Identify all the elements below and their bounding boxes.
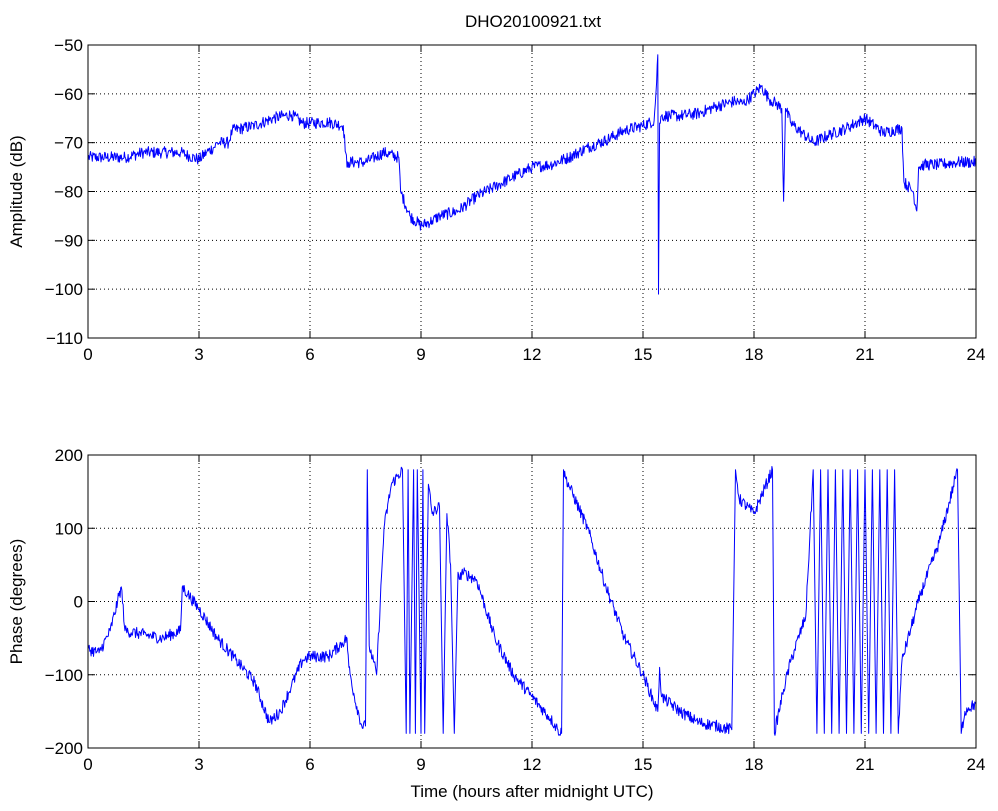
amplitude-xtick-label: 15	[634, 345, 653, 364]
phase-ytick-label: 200	[55, 446, 83, 465]
amplitude-ytick-label: −60	[54, 85, 83, 104]
amplitude-xtick-label: 24	[967, 345, 986, 364]
phase-xtick-label: 12	[523, 755, 542, 774]
amplitude-xtick-label: 6	[305, 345, 314, 364]
phase-ytick-label: 0	[74, 593, 83, 612]
amplitude-xtick-label: 18	[745, 345, 764, 364]
phase-ytick-label: 100	[55, 519, 83, 538]
amplitude-ytick-label: −100	[45, 280, 83, 299]
amplitude-ytick-label: −70	[54, 134, 83, 153]
phase-xtick-label: 3	[194, 755, 203, 774]
phase-xtick-label: 9	[416, 755, 425, 774]
amplitude-xtick-label: 0	[83, 345, 92, 364]
phase-ytick-label: −200	[45, 739, 83, 758]
phase-panel: 0 3 6 9 12 15 18 21 24 −200 −100 0 100 200 Phase (degr…	[7, 446, 985, 801]
amplitude-xtick-label: 21	[856, 345, 875, 364]
amplitude-xtick-label: 9	[416, 345, 425, 364]
phase-xtick-label: 21	[856, 755, 875, 774]
phase-xlabel: Time (hours after midnight UTC)	[410, 782, 653, 801]
amplitude-panel: 0 3 6 9 12 15 18 21 24 −110 −100 −90 −80 −70 −60 −50 Amp…	[7, 36, 985, 364]
phase-xtick-label: 6	[305, 755, 314, 774]
phase-xtick-label: 18	[745, 755, 764, 774]
phase-xtick-label: 15	[634, 755, 653, 774]
amplitude-ytick-label: −80	[54, 183, 83, 202]
amplitude-ytick-label: −110	[46, 329, 83, 348]
amplitude-ylabel: Amplitude (dB)	[7, 135, 26, 247]
phase-xtick-label: 24	[967, 755, 986, 774]
amplitude-ytick-label: −90	[54, 231, 83, 250]
phase-xtick-label: 0	[83, 755, 92, 774]
amplitude-xtick-label: 3	[194, 345, 203, 364]
phase-series-line	[87, 466, 977, 736]
amplitude-series-line	[87, 54, 977, 295]
phase-ytick-label: −100	[45, 666, 83, 685]
phase-ylabel: Phase (degrees)	[7, 539, 26, 665]
amplitude-xtick-label: 12	[523, 345, 542, 364]
amplitude-ytick-label: −50	[54, 36, 83, 55]
chart-title: DHO20100921.txt	[465, 12, 601, 31]
